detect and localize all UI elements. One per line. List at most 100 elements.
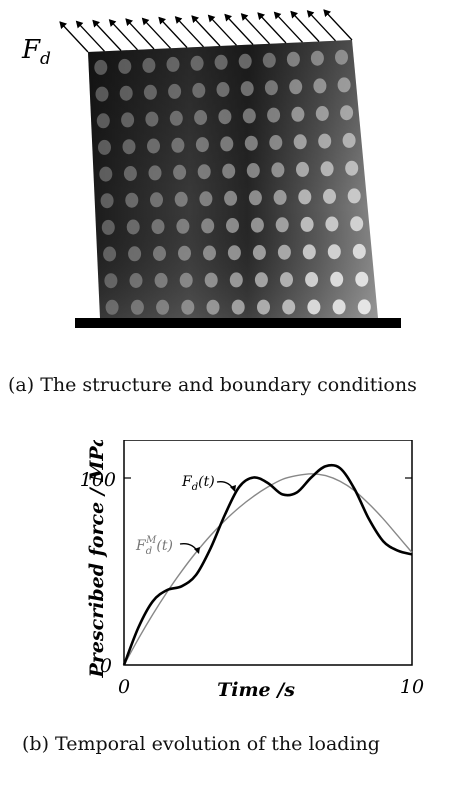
inclusion [264, 80, 278, 96]
force-arrow [108, 19, 138, 51]
inclusion [173, 164, 187, 180]
inclusion [100, 193, 114, 209]
force-arrow [191, 15, 221, 47]
inclusion [194, 110, 208, 125]
inclusion [296, 161, 309, 177]
inclusion [242, 108, 256, 124]
force-arrow [59, 21, 89, 53]
force-arrow [75, 20, 105, 52]
inclusion [313, 78, 327, 94]
series-label-fdm: FdM(t) [135, 535, 173, 557]
inclusion-grid [94, 49, 371, 315]
inclusion [178, 245, 191, 261]
force-arrow [207, 14, 237, 46]
inclusion [310, 50, 324, 66]
inclusion [224, 190, 238, 206]
inclusion [201, 218, 215, 234]
inclusion [298, 189, 312, 205]
caption-a: (a) The structure and boundary condition… [8, 374, 417, 396]
inclusion [315, 106, 329, 121]
inclusion [220, 136, 234, 152]
inclusion [277, 244, 291, 260]
force-arrow [306, 10, 336, 42]
inclusion [94, 59, 108, 75]
force-arrow [125, 18, 155, 50]
inclusion [104, 273, 118, 289]
inclusion [203, 245, 216, 261]
inclusion [216, 82, 230, 97]
inclusion [340, 105, 354, 121]
inclusion [142, 57, 156, 73]
force-chart: 100 0 0 10 Time /s Prescribed force / MP… [80, 440, 424, 701]
inclusion [197, 164, 211, 180]
inclusion [246, 163, 260, 178]
inclusion [323, 188, 336, 204]
inclusion [166, 56, 180, 72]
inclusion [174, 191, 188, 207]
inclusion [143, 84, 157, 100]
inclusion [218, 109, 232, 125]
y-axis-label: Prescribed force / MPa [86, 440, 108, 678]
inclusion [352, 243, 366, 259]
series-label-fdm-pointer-head [194, 547, 200, 554]
inclusion [250, 217, 264, 233]
inclusion [181, 299, 195, 315]
inclusion [168, 83, 182, 99]
applied-force-arrows [59, 9, 353, 53]
inclusion [206, 299, 220, 315]
inclusion [342, 132, 356, 148]
series-label-fdm-pointer [179, 543, 199, 553]
inclusion [192, 82, 206, 98]
inclusion [150, 192, 163, 208]
inclusion [337, 77, 351, 93]
force-arrow [158, 16, 188, 48]
inclusion [151, 219, 165, 235]
inclusion [355, 271, 369, 287]
inclusion [238, 53, 252, 69]
inclusion [240, 81, 254, 97]
inclusion [96, 113, 110, 129]
inclusion [176, 218, 190, 234]
inclusion [327, 244, 341, 260]
series-layer [122, 463, 413, 666]
inclusion [289, 79, 303, 95]
inclusion [280, 272, 293, 288]
inclusion [335, 49, 348, 65]
inclusion [248, 190, 262, 206]
inclusion [229, 272, 243, 288]
inclusion [153, 246, 166, 261]
series-label-fd-pointer [216, 481, 235, 491]
inclusion [347, 188, 361, 204]
inclusion [275, 217, 289, 233]
inclusion [214, 54, 228, 70]
inclusion [231, 299, 245, 315]
inclusion [169, 110, 183, 126]
inclusion [148, 165, 162, 181]
force-arrow [141, 17, 171, 49]
inclusion [105, 299, 119, 315]
inclusion [305, 272, 319, 287]
inclusion [300, 216, 314, 232]
inclusion [145, 111, 159, 127]
inclusion [293, 134, 307, 150]
inclusion [122, 139, 136, 155]
inclusion [262, 52, 276, 68]
inclusion [320, 161, 334, 177]
inclusion [103, 246, 117, 262]
inclusion [345, 160, 359, 176]
inclusion [99, 166, 113, 182]
force-arrow [224, 13, 254, 45]
inclusion [350, 216, 364, 232]
inclusion [282, 299, 296, 315]
x-tick-label-0: 0 [118, 676, 130, 698]
series-label-fd: Fd(t) [181, 474, 215, 493]
inclusion [171, 137, 185, 153]
y-tick-label-100: 100 [80, 469, 116, 491]
force-arrow [257, 12, 287, 44]
inclusion [156, 299, 170, 315]
force-arrow [290, 10, 320, 42]
inclusion [222, 163, 236, 179]
inclusion [190, 55, 204, 71]
inclusion [269, 135, 283, 150]
series-line-fdm [123, 473, 413, 666]
